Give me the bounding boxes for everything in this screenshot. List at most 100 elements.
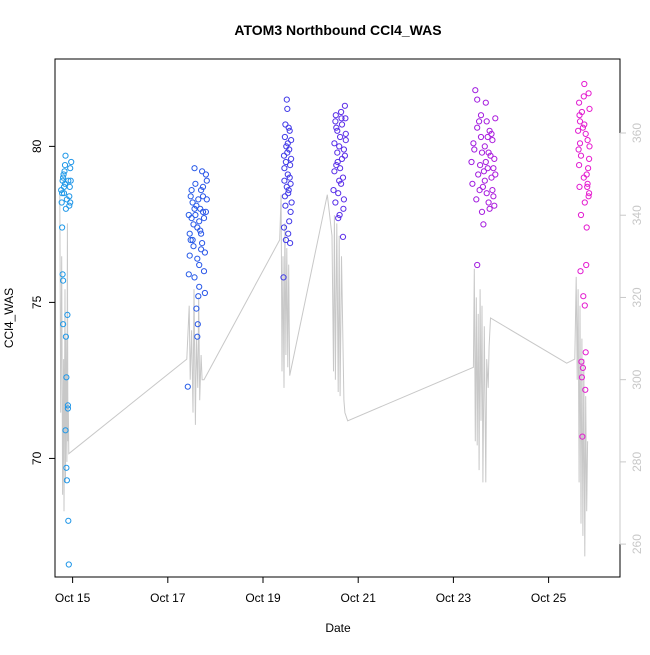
data-point bbox=[63, 477, 71, 484]
data-point bbox=[198, 187, 205, 194]
data-point bbox=[577, 211, 585, 219]
data-point bbox=[481, 177, 488, 184]
chart-title: ATOM3 Northbound CCl4_WAS bbox=[234, 22, 441, 38]
x-tick-label: Oct 15 bbox=[55, 591, 91, 605]
data-point bbox=[61, 162, 69, 169]
data-point bbox=[288, 155, 295, 162]
data-point bbox=[61, 180, 69, 187]
data-point bbox=[336, 143, 343, 150]
data-point bbox=[282, 236, 289, 244]
data-point bbox=[581, 302, 588, 309]
data-point bbox=[332, 118, 339, 125]
data-point bbox=[60, 277, 67, 284]
data-point bbox=[201, 249, 208, 256]
data-point bbox=[62, 152, 69, 159]
y2-tick-label: 340 bbox=[630, 205, 644, 225]
data-point bbox=[68, 158, 75, 166]
data-point bbox=[340, 196, 347, 203]
data-point bbox=[474, 124, 481, 131]
data-point bbox=[341, 152, 348, 159]
data-point bbox=[199, 193, 207, 200]
data-point bbox=[284, 105, 291, 113]
x-tick-label: Oct 17 bbox=[150, 591, 186, 605]
data-point bbox=[196, 218, 203, 225]
data-point bbox=[199, 168, 206, 175]
data-point bbox=[192, 211, 199, 219]
data-point bbox=[488, 174, 495, 181]
data-point bbox=[285, 187, 292, 194]
data-point bbox=[281, 133, 288, 141]
data-point bbox=[483, 190, 490, 197]
data-point bbox=[333, 124, 340, 131]
data-point bbox=[288, 137, 295, 144]
data-point bbox=[578, 358, 585, 365]
data-point bbox=[578, 374, 586, 381]
data-point bbox=[282, 121, 289, 128]
data-point bbox=[189, 199, 196, 206]
data-point bbox=[339, 233, 347, 240]
data-point bbox=[485, 149, 492, 156]
data-point bbox=[490, 165, 497, 172]
data-point bbox=[579, 124, 587, 131]
data-point bbox=[585, 193, 592, 200]
data-point bbox=[474, 261, 481, 269]
data-point bbox=[581, 80, 588, 88]
y2-tick-label: 360 bbox=[630, 123, 644, 143]
data-point bbox=[194, 255, 201, 262]
data-point bbox=[59, 224, 66, 231]
data-point bbox=[282, 158, 289, 166]
data-point bbox=[579, 433, 586, 440]
data-point bbox=[338, 180, 345, 187]
data-point bbox=[191, 205, 198, 212]
data-point bbox=[340, 146, 347, 153]
data-point bbox=[579, 364, 587, 371]
data-point bbox=[576, 140, 584, 147]
data-point bbox=[281, 177, 288, 184]
data-point bbox=[202, 208, 209, 215]
data-point bbox=[333, 162, 340, 169]
y2-tick-label: 320 bbox=[630, 287, 644, 307]
secondary-trace-line bbox=[59, 194, 589, 557]
data-point bbox=[64, 311, 71, 318]
data-point bbox=[481, 143, 488, 150]
data-point bbox=[59, 190, 66, 197]
data-point bbox=[67, 165, 74, 172]
data-point bbox=[286, 127, 293, 134]
data-point bbox=[580, 293, 587, 300]
data-point bbox=[576, 183, 583, 190]
data-point bbox=[191, 165, 198, 172]
data-point bbox=[331, 168, 338, 175]
data-point bbox=[487, 152, 494, 159]
y-tick-label: 80 bbox=[30, 139, 44, 153]
secondary-trace-group bbox=[59, 194, 589, 557]
data-point bbox=[194, 333, 201, 340]
data-point bbox=[468, 158, 475, 166]
data-point bbox=[65, 517, 72, 524]
data-point bbox=[332, 112, 339, 119]
data-point bbox=[577, 152, 585, 159]
data-point bbox=[194, 224, 201, 231]
data-point bbox=[472, 87, 479, 94]
data-point bbox=[62, 333, 70, 340]
data-point bbox=[476, 118, 483, 125]
y2-tick-label: 280 bbox=[630, 452, 644, 472]
data-point bbox=[65, 561, 72, 568]
data-point bbox=[283, 143, 290, 150]
data-point bbox=[334, 127, 341, 134]
data-point bbox=[280, 274, 287, 281]
data-point bbox=[342, 115, 349, 122]
data-point bbox=[58, 199, 65, 206]
y2-tick-label: 300 bbox=[630, 369, 644, 389]
data-point bbox=[203, 196, 210, 203]
data-point bbox=[478, 149, 486, 156]
data-point bbox=[288, 199, 295, 206]
data-point bbox=[583, 224, 590, 231]
data-point bbox=[287, 162, 294, 169]
x-axis: Oct 15 Oct 17 Oct 19 Oct 21 Oct 23 Oct 25 bbox=[55, 576, 567, 605]
data-point bbox=[581, 121, 588, 128]
data-point bbox=[60, 183, 68, 190]
data-point bbox=[284, 140, 291, 147]
data-point bbox=[281, 193, 288, 200]
data-point bbox=[185, 211, 192, 219]
